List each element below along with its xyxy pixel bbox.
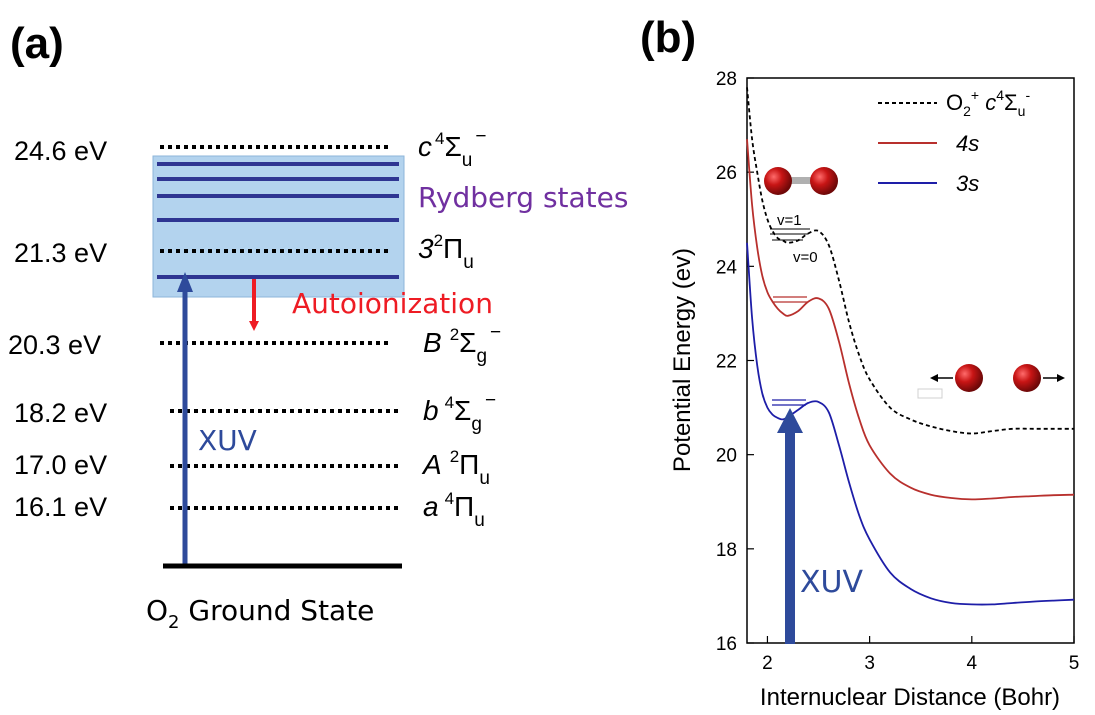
curve-4s bbox=[746, 139, 1075, 501]
y-axis-label: Potential Energy (ev) bbox=[669, 248, 696, 472]
energy-value: 20.3 eV bbox=[8, 330, 101, 360]
autoionization-label: Autoionization bbox=[292, 287, 493, 320]
legend: O2+ c4Σu- 4s 3s bbox=[878, 87, 1030, 196]
axis-ticks: 2 3 4 5 16 18 20 22 24 26 28 bbox=[716, 69, 1079, 674]
rydberg-states-label: Rydberg states bbox=[418, 181, 628, 214]
vib-label-v0: v=0 bbox=[793, 249, 818, 266]
panel-b: (b) 2 3 4 5 16 18 20 22 24 26 28 Internuclear Dist… bbox=[640, 13, 1079, 711]
panel-b-label: (b) bbox=[640, 13, 696, 62]
y-tick-label: 28 bbox=[716, 69, 737, 90]
y-tick-label: 22 bbox=[716, 352, 737, 373]
curve-3s bbox=[746, 242, 1075, 606]
legend-label-c: O2+ c4Σu- bbox=[946, 87, 1030, 119]
xuv-arrow-head bbox=[177, 272, 193, 292]
state-label-c: c 4Σu− bbox=[418, 126, 486, 171]
state-labels: c 4Σu− 32Πu B 2Σg− b 4Σg− A 2Πu a 4Πu bbox=[418, 126, 501, 531]
xuv-arrow-b-shaft bbox=[785, 430, 795, 644]
y-tick-label: 16 bbox=[716, 634, 737, 655]
xuv-label-a: XUV bbox=[198, 424, 257, 457]
state-label-B: B 2Σg− bbox=[423, 322, 501, 367]
panel-a-label: (a) bbox=[10, 19, 64, 68]
panel-a: (a) Rydberg states 24.6 eV 21.3 eV 20.3 … bbox=[8, 19, 628, 633]
x-tick-label: 3 bbox=[864, 653, 875, 674]
energy-value: 16.1 eV bbox=[14, 492, 107, 522]
y-tick-label: 24 bbox=[716, 257, 738, 278]
vib-label-v1: v=1 bbox=[777, 212, 802, 229]
energy-value: 21.3 eV bbox=[14, 238, 107, 268]
legend-label-4s: 4s bbox=[956, 131, 979, 156]
legend-label-3s: 3s bbox=[956, 171, 979, 196]
xuv-label-b: XUV bbox=[800, 565, 864, 600]
x-tick-label: 4 bbox=[967, 653, 978, 674]
vibrational-levels bbox=[770, 228, 810, 241]
vibrational-levels-4s bbox=[773, 296, 807, 303]
state-label-a: a 4Πu bbox=[423, 489, 485, 531]
potential-curves bbox=[746, 87, 1075, 606]
rydberg-lines bbox=[157, 162, 399, 279]
xuv-arrow-b-head bbox=[777, 408, 803, 433]
x-tick-label: 5 bbox=[1069, 653, 1080, 674]
energy-value: 24.6 eV bbox=[14, 136, 107, 166]
energy-value: 17.0 eV bbox=[14, 450, 107, 480]
y-tick-label: 18 bbox=[716, 540, 737, 561]
curve-c4sigma bbox=[746, 87, 1074, 435]
plot-frame bbox=[746, 77, 1075, 644]
energy-value: 18.2 eV bbox=[14, 398, 107, 428]
state-label-b: b 4Σg− bbox=[423, 390, 496, 435]
y-tick-label: 20 bbox=[716, 446, 737, 467]
vibrational-levels-3s bbox=[772, 399, 806, 406]
dissociating-molecule-icon bbox=[917, 364, 1065, 399]
energy-values: 24.6 eV 21.3 eV 20.3 eV 18.2 eV 17.0 eV … bbox=[8, 136, 107, 522]
bound-molecule-icon bbox=[764, 167, 838, 195]
ground-state-label: O2 Ground State bbox=[146, 594, 374, 633]
x-tick-label: 2 bbox=[762, 653, 773, 674]
state-label-A: A 2Πu bbox=[421, 447, 490, 489]
state-label-3: 32Πu bbox=[418, 231, 474, 273]
energy-levels bbox=[160, 145, 400, 510]
x-axis-label: Internuclear Distance (Bohr) bbox=[760, 684, 1060, 710]
y-tick-label: 26 bbox=[716, 163, 737, 184]
